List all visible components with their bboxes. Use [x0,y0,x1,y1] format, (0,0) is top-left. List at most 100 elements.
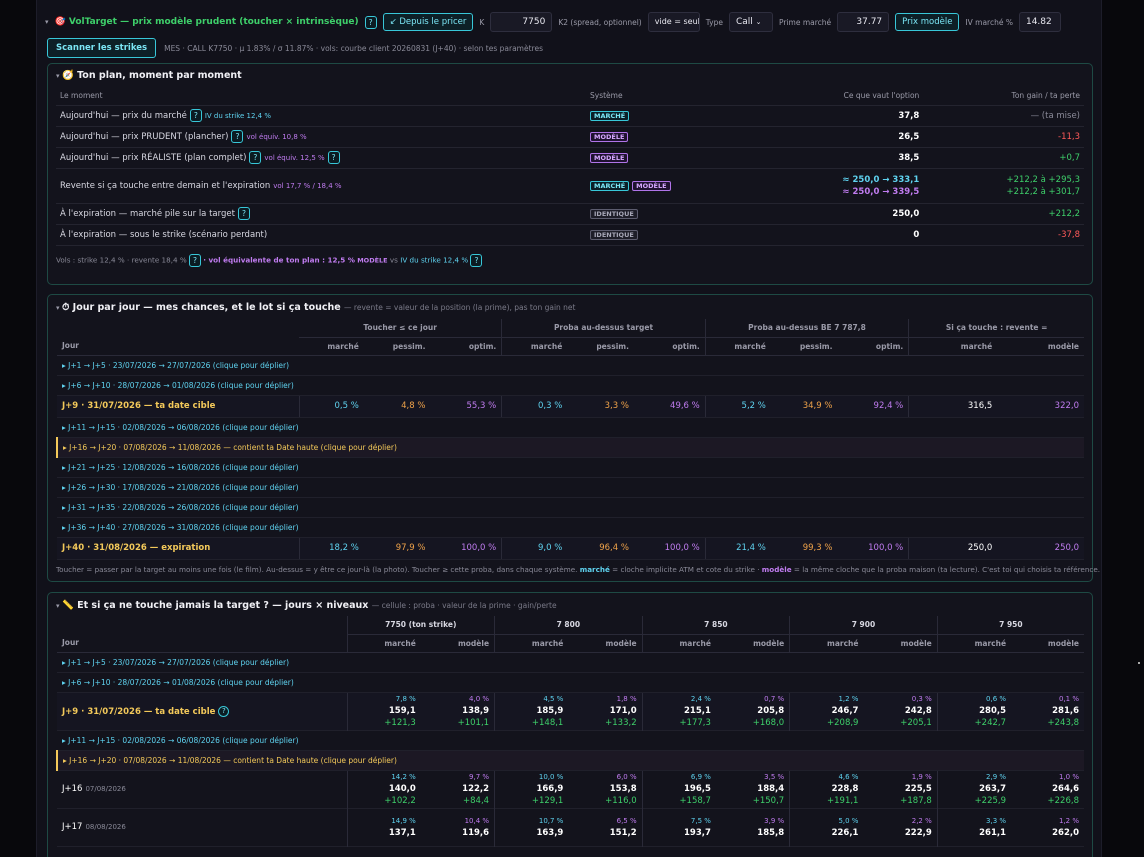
help-icon[interactable]: ? [189,109,202,122]
level-cell-proba: 7,8 % [395,695,416,703]
daily-expand-row[interactable]: ▸ J+16 → J+20 · 07/08/2026 → 11/08/2026 … [56,437,1084,458]
help-icon[interactable]: ? [188,253,201,267]
daily-sub-header: marché [299,337,364,356]
collapse-chevron-icon[interactable]: ▾ [45,18,49,26]
expand-label[interactable]: ▸ J+1 → J+5 · 23/07/2026 → 27/07/2026 (c… [57,652,1084,673]
level-cell-premium: 122,2 [462,784,490,794]
type-select-value: Call [735,17,753,27]
scan-strikes-button[interactable]: Scanner les strikes [47,38,157,58]
daily-footer-model: modèle [761,564,792,574]
levels-row-label: J+17 [62,822,83,832]
system-badge: IDENTIQUE [590,229,638,240]
daily-value: 0,5 % [298,395,364,418]
plan-moment-note: vol équiv. 10,8 % [246,133,307,141]
plan-system-cell: MARCHÉ [586,105,756,127]
level-cell-premium: 262,0 [1052,828,1079,838]
plan-footer: Vols : strike 12,4 % · revente 18,4 % ? … [48,246,1092,271]
help-icon[interactable]: ? [218,705,230,717]
scan-row: Scanner les strikes MES · CALL K7750 · μ… [47,38,543,58]
levels-expand-row[interactable]: ▸ J+16 → J+20 · 07/08/2026 → 11/08/2026 … [56,750,1084,771]
plan-moment-cell: Revente si ça touche entre demain et l'e… [56,168,586,204]
plan-system-cell: MARCHÉ MODÈLE [586,168,756,204]
plan-footer-iv: IV du strike 12,4 % [400,255,469,264]
level-cell-proba: 10,7 % [538,817,564,825]
daily-expand-row[interactable]: ▸ J+36 → J+40 · 27/08/2026 → 31/08/2026 … [57,517,1084,538]
level-cell-gain: +168,0 [752,718,785,728]
daily-expand-row[interactable]: ▸ J+31 → J+35 · 22/08/2026 → 26/08/2026 … [57,497,1084,518]
level-sub-header: marché [789,634,864,653]
level-cell-premium: 185,8 [757,828,785,838]
col-day: Jour [57,337,299,356]
plan-value: 0 [913,229,920,240]
daily-title[interactable]: ▾ ⏱ Jour par jour — mes chances, et le l… [48,295,1092,319]
level-cell: 5,0 % 226,1 [789,808,864,846]
expand-label[interactable]: ▸ J+16 → J+20 · 07/08/2026 → 11/08/2026 … [56,437,1084,458]
expand-label[interactable]: ▸ J+6 → J+10 · 28/07/2026 → 01/08/2026 (… [57,375,1084,396]
panel-title: 🎯 VolTarget — prix modèle prudent (touch… [54,17,359,27]
levels-expand-row[interactable]: ▸ J+11 → J+15 · 02/08/2026 → 06/08/2026 … [57,730,1084,751]
daily-key-row: J+40 · 31/08/2026 — expiration 18,2 % 97,9… [57,537,1084,560]
iv-input[interactable]: 14.82 [1018,12,1061,32]
help-icon[interactable]: ? [231,130,244,143]
levels-title[interactable]: ▾ 📏 Et si ça ne touche jamais la target … [48,593,1092,616]
level-cell-gain: +205,1 [900,718,932,728]
expand-label[interactable]: ▸ J+16 → J+20 · 07/08/2026 → 11/08/2026 … [56,750,1084,771]
daily-expand-row[interactable]: ▸ J+26 → J+30 · 17/08/2026 → 21/08/2026 … [57,477,1084,498]
plan-gain-cell: -37,8 [923,224,1084,246]
prime-input[interactable]: 37.77 [837,12,890,32]
help-icon[interactable]: ? [249,151,262,164]
level-cell-proba: 2,9 % [986,773,1007,781]
plan-moment: Revente si ça touche entre demain et l'e… [60,180,271,191]
expand-label[interactable]: ▸ J+36 → J+40 · 27/08/2026 → 31/08/2026 … [57,517,1084,538]
level-header: 7 900 [789,616,938,635]
daily-value: 92,4 % [837,395,909,418]
daily-expand-row[interactable]: ▸ J+21 → J+25 · 12/08/2026 → 16/08/2026 … [57,457,1084,478]
plan-value-market: ≈ 250,0 → 333,1 [842,174,920,185]
expand-label[interactable]: ▸ J+26 → J+30 · 17/08/2026 → 21/08/2026 … [57,477,1084,498]
plan-title[interactable]: ▾ 🧭 Ton plan, moment par moment [48,64,1092,87]
daily-value: 9,0 % [501,537,568,560]
from-pricer-button[interactable]: ↙ Depuis le pricer [382,13,474,31]
daily-sub-header: optim. [633,337,706,356]
level-cell: 2,9 % 263,7 +225,9 [936,770,1012,808]
expand-label[interactable]: ▸ J+31 → J+35 · 22/08/2026 → 26/08/2026 … [57,497,1084,518]
k2-input[interactable]: vide = seul [647,12,700,32]
expand-label[interactable]: ▸ J+11 → J+15 · 02/08/2026 → 06/08/2026 … [57,730,1084,751]
expand-label[interactable]: ▸ J+1 → J+5 · 23/07/2026 → 27/07/2026 (c… [57,355,1084,376]
k-input[interactable]: 7750 [490,12,553,32]
levels-card: ▾ 📏 Et si ça ne touche jamais la target … [47,592,1093,857]
plan-moment-cell: À l'expiration — marché pile sur la targ… [56,203,586,225]
help-icon[interactable]: ? [364,15,377,29]
level-cell-premium: 140,0 [388,784,416,794]
daily-expand-row[interactable]: ▸ J+1 → J+5 · 23/07/2026 → 27/07/2026 (c… [57,355,1084,376]
help-icon[interactable]: ? [327,151,340,164]
daily-footer: Toucher = passer par la target au moins … [48,560,1100,578]
level-cell: 0,1 % 281,6 +243,8 [1011,692,1084,730]
daily-footer-market: marché [579,564,610,574]
model-price-button[interactable]: Prix modèle [895,13,960,31]
level-cell-gain: +225,9 [974,796,1007,806]
daily-value: 34,9 % [770,395,838,418]
levels-expand-row[interactable]: ▸ J+1 → J+5 · 23/07/2026 → 27/07/2026 (c… [57,652,1084,673]
level-cell-premium: 137,1 [388,828,416,838]
plan-card: ▾ 🧭 Ton plan, moment par moment Le momen… [47,63,1093,285]
level-cell-premium: 163,9 [536,828,564,838]
voltarget-toolbar: ▾ 🎯 VolTarget — prix modèle prudent (tou… [45,10,1093,34]
daily-expand-row[interactable]: ▸ J+11 → J+15 · 02/08/2026 → 06/08/2026 … [57,417,1084,438]
expand-label[interactable]: ▸ J+11 → J+15 · 02/08/2026 → 06/08/2026 … [57,417,1084,438]
level-cell-proba: 14,2 % [391,773,416,781]
levels-expand-row[interactable]: ▸ J+6 → J+10 · 28/07/2026 → 01/08/2026 (… [57,672,1084,693]
iv-label: IV marché % [965,17,1013,27]
help-icon[interactable]: ? [237,207,250,220]
level-cell-proba: 6,5 % [616,817,637,825]
daily-group-header: Si ça touche : revente = [908,319,1084,338]
expand-label[interactable]: ▸ J+21 → J+25 · 12/08/2026 → 16/08/2026 … [57,457,1084,478]
level-sub-header: marché [936,634,1012,653]
level-cell: 6,5 % 151,2 [568,808,642,846]
help-icon[interactable]: ? [470,253,483,267]
daily-expand-row[interactable]: ▸ J+6 → J+10 · 28/07/2026 → 01/08/2026 (… [57,375,1084,396]
level-cell-proba: 3,5 % [764,773,785,781]
expand-label[interactable]: ▸ J+6 → J+10 · 28/07/2026 → 01/08/2026 (… [57,672,1084,693]
type-select[interactable]: Call ⌄ [728,12,773,32]
level-cell-proba: 1,9 % [911,773,932,781]
